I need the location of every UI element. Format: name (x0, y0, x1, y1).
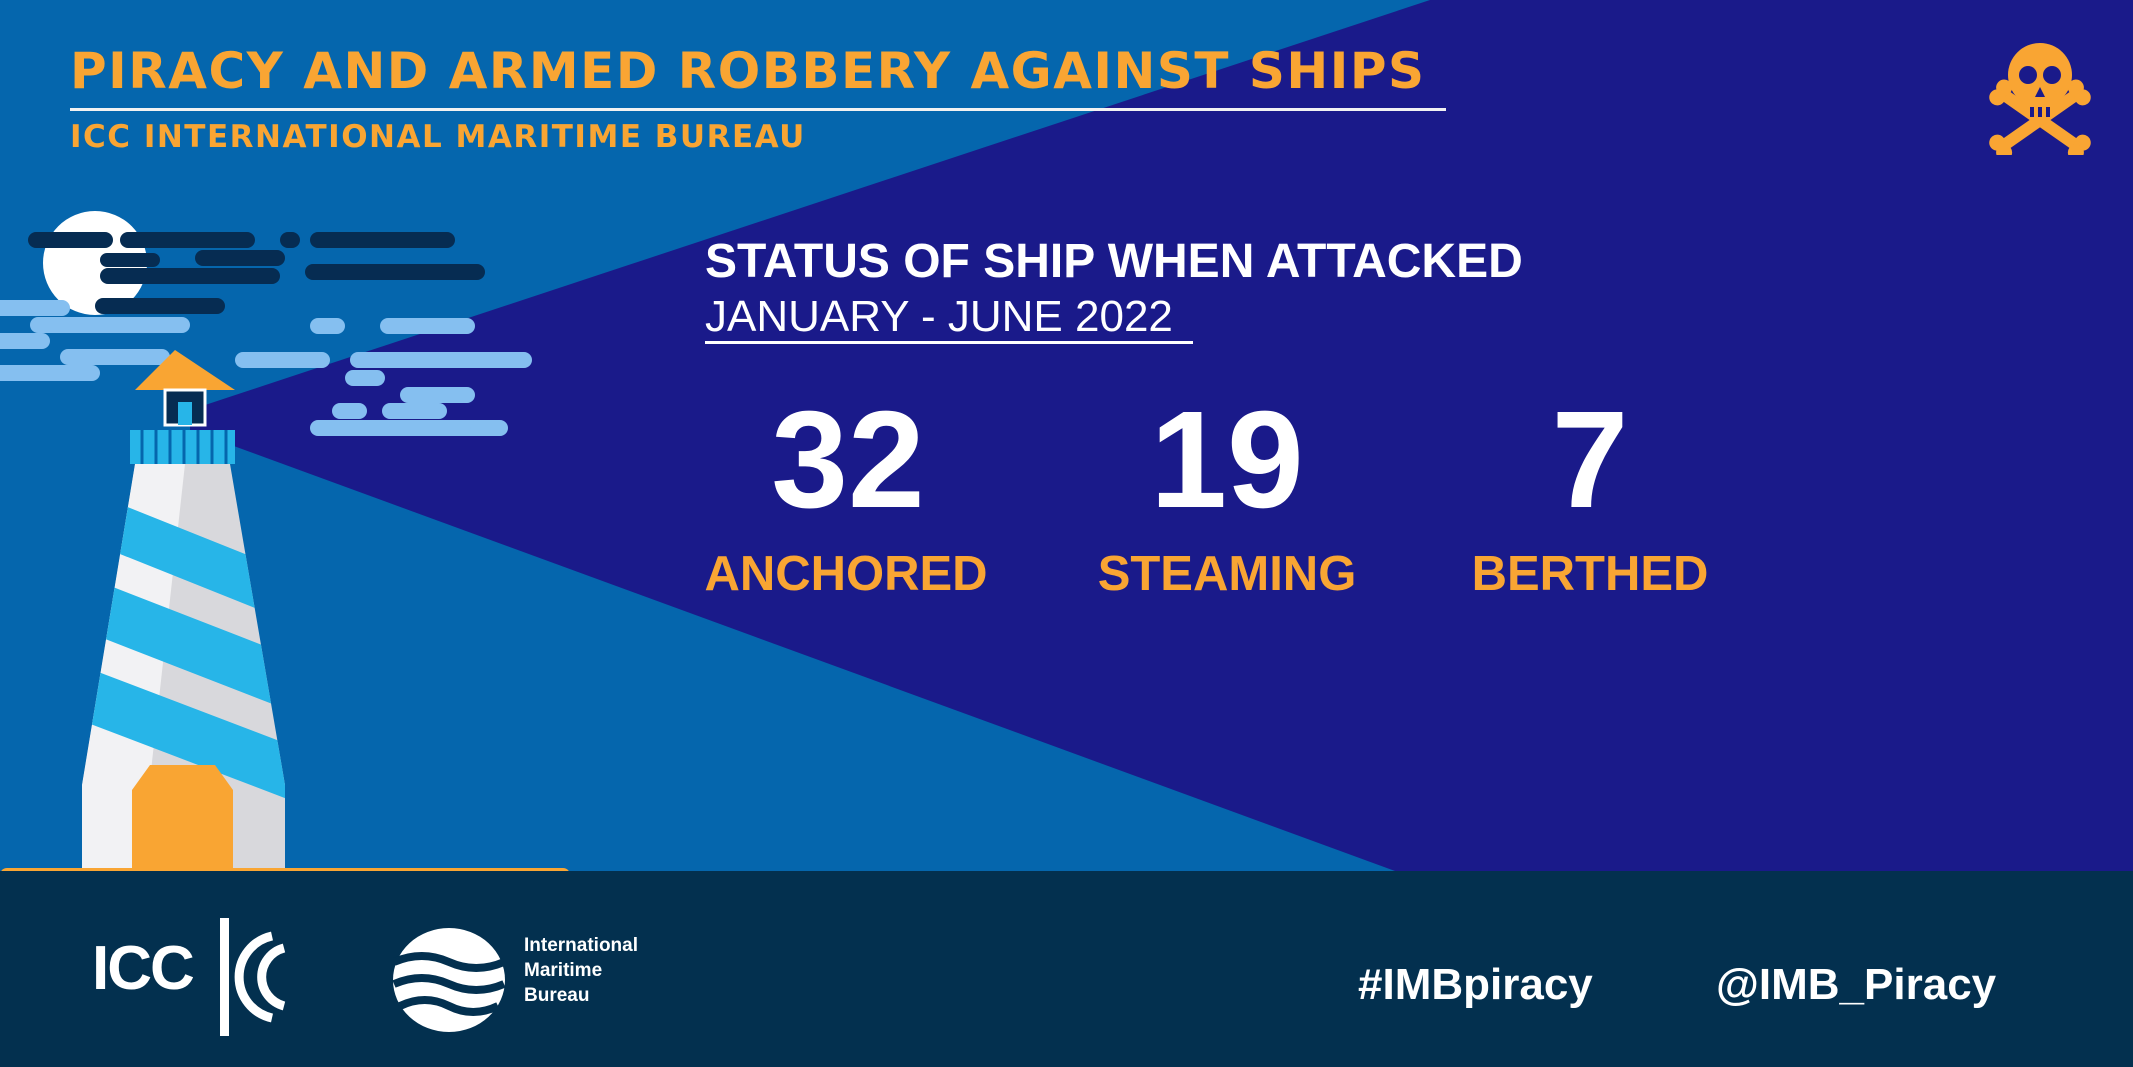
footer-bar (0, 871, 2133, 1067)
skull-crossbones-icon (1989, 43, 2091, 155)
imb-logo-icon (392, 928, 506, 1032)
imb-logo-line: Maritime (524, 960, 603, 981)
imb-logo-line: International (524, 935, 639, 956)
stat-label-berthed: BERTHED (1471, 547, 1709, 601)
status-title: STATUS OF SHIP WHEN ATTACKED (705, 235, 1523, 288)
stat-value-berthed: 7 (1551, 383, 1629, 537)
stat-label-steaming: STEAMING (1097, 547, 1357, 601)
icc-logo-text: ICC (92, 934, 195, 1003)
imb-logo-text: International Maritime Bureau (524, 933, 638, 1008)
light-beam (190, 0, 2133, 871)
icc-logo-mark-icon (220, 918, 286, 1036)
stat-value-anchored: 32 (771, 383, 925, 537)
light-clouds-icon (0, 300, 532, 436)
hashtag-link[interactable]: #IMBpiracy (1358, 960, 1593, 1009)
page-title: PIRACY AND ARMED ROBBERY AGAINST SHIPS (70, 42, 1426, 100)
period-underline (705, 341, 1193, 344)
stat-value-steaming: 19 (1150, 383, 1304, 537)
twitter-handle-link[interactable]: @IMB_Piracy (1716, 960, 1997, 1009)
imb-logo-line: Bureau (524, 985, 590, 1006)
page-subtitle: ICC INTERNATIONAL MARITIME BUREAU (70, 119, 806, 155)
icc-logo: ICC (92, 938, 195, 1000)
title-divider (70, 108, 1446, 111)
dark-clouds-icon (28, 232, 485, 314)
stat-label-anchored: ANCHORED (704, 547, 988, 601)
status-period: JANUARY - JUNE 2022 (705, 292, 1173, 341)
